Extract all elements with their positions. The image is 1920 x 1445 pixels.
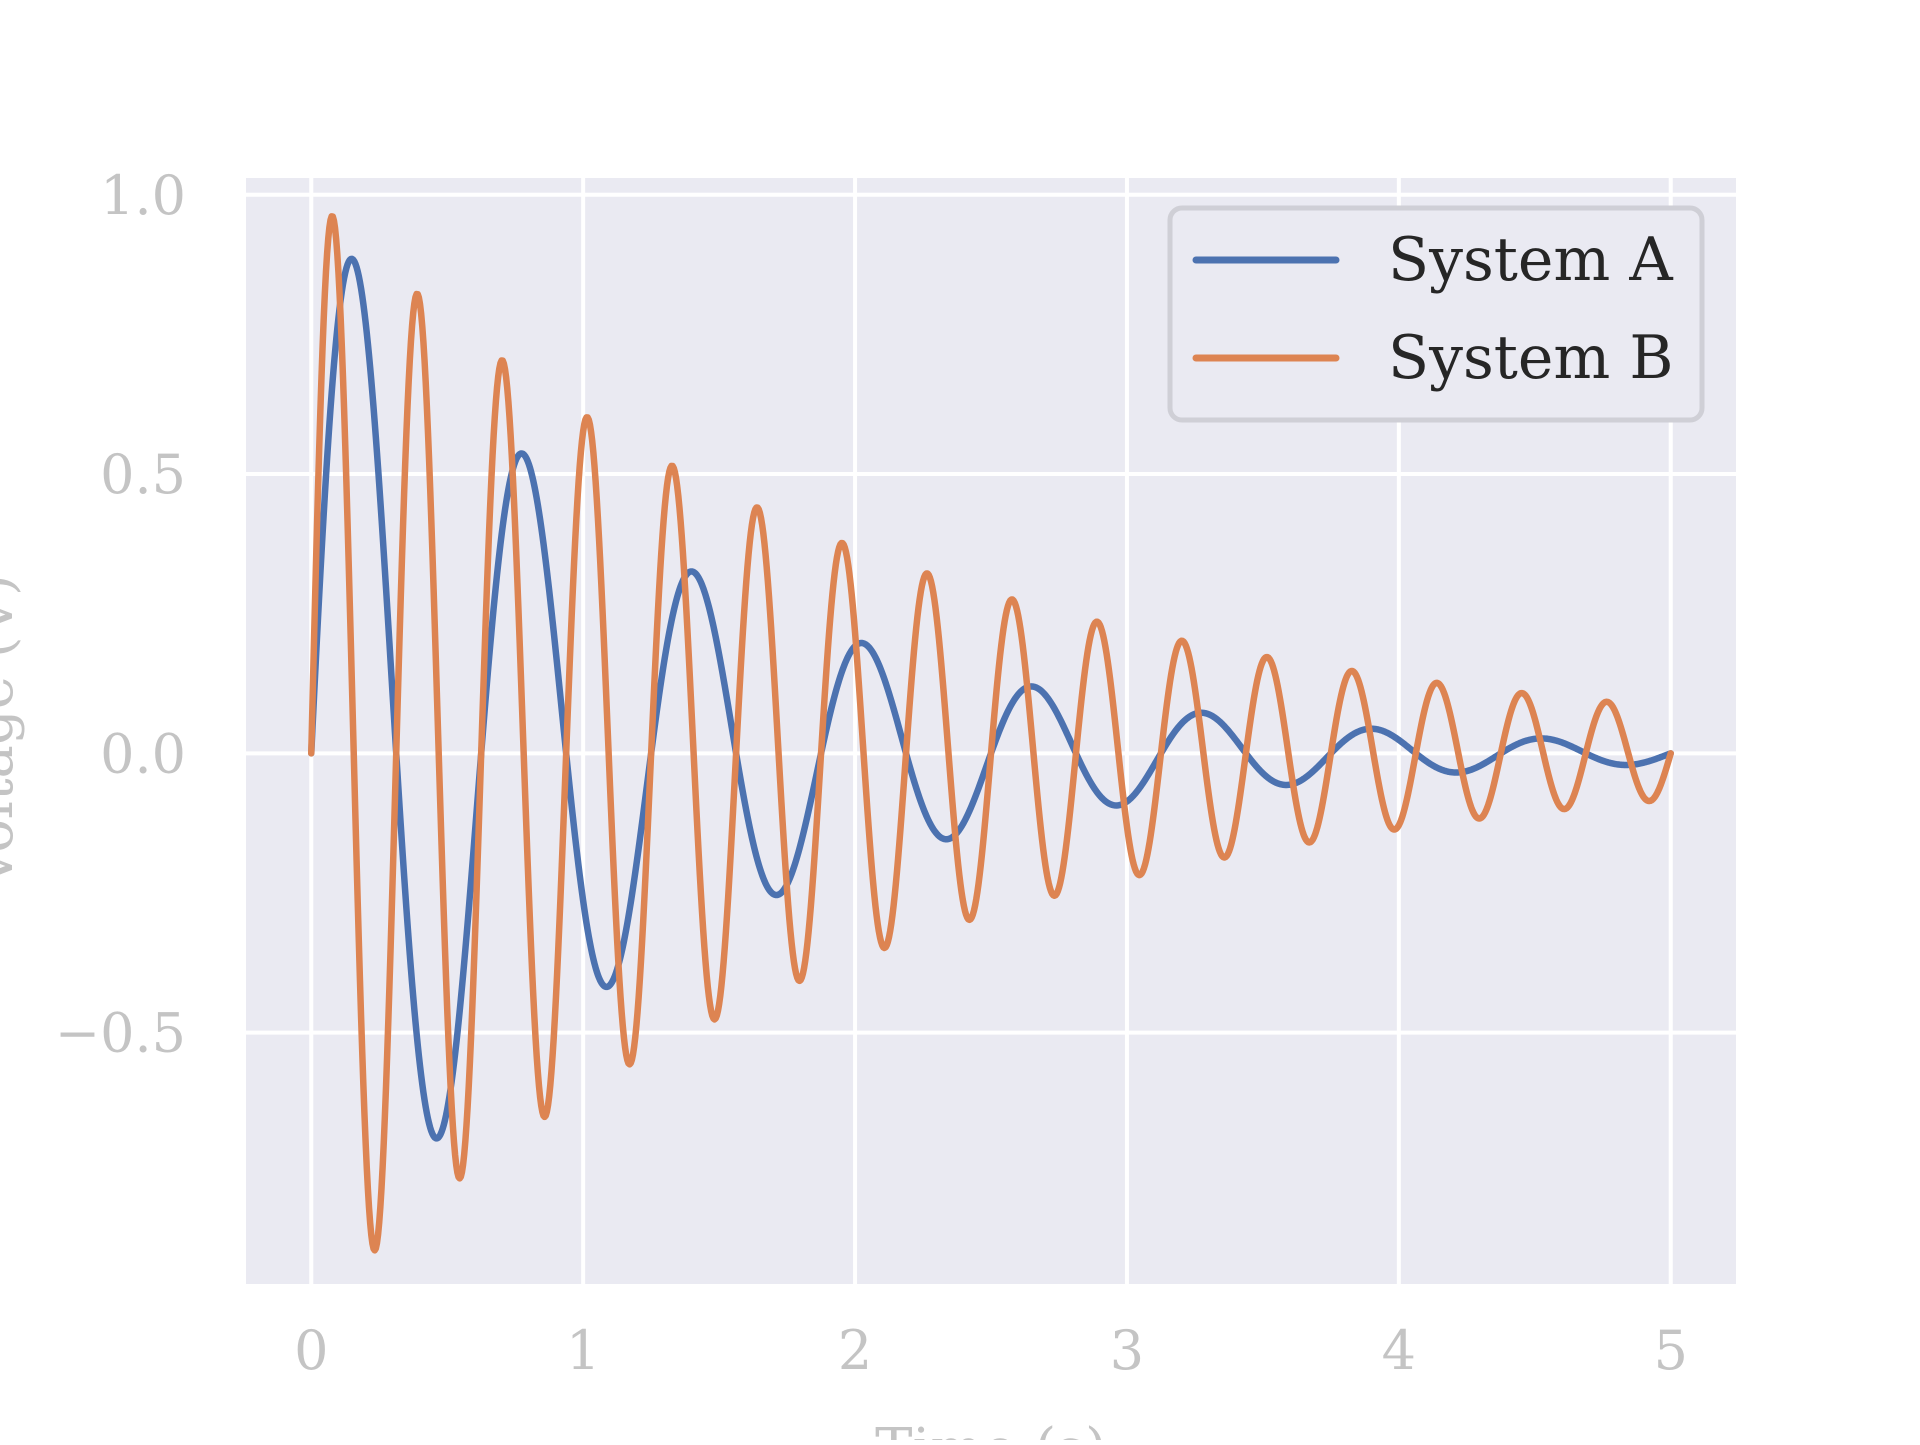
x-tick-label: 3 xyxy=(1110,1319,1144,1382)
x-tick-label: 5 xyxy=(1654,1319,1688,1382)
series-lines xyxy=(308,213,1674,1254)
legend: System A System B xyxy=(1167,205,1705,423)
y-axis-label: Voltage (V) xyxy=(0,574,26,889)
series-line-system-b xyxy=(308,213,1674,1254)
y-tick-label: 0.0 xyxy=(100,722,186,785)
y-tick-label: 1.0 xyxy=(100,164,186,227)
x-tick-label: 0 xyxy=(294,1319,328,1382)
x-tick-label: 2 xyxy=(838,1319,872,1382)
y-tick-labels: −0.5 0.0 0.5 1.0 xyxy=(55,164,186,1065)
x-axis-label: Time (s) xyxy=(875,1417,1107,1440)
x-tick-label: 4 xyxy=(1382,1319,1416,1382)
y-tick-label: 0.5 xyxy=(100,443,186,506)
legend-label-system-a: System A xyxy=(1388,225,1673,295)
y-tick-label: −0.5 xyxy=(55,1002,186,1065)
x-tick-label: 1 xyxy=(566,1319,600,1382)
legend-label-system-b: System B xyxy=(1388,323,1673,393)
x-tick-labels: 0 1 2 3 4 5 xyxy=(294,1319,1688,1382)
